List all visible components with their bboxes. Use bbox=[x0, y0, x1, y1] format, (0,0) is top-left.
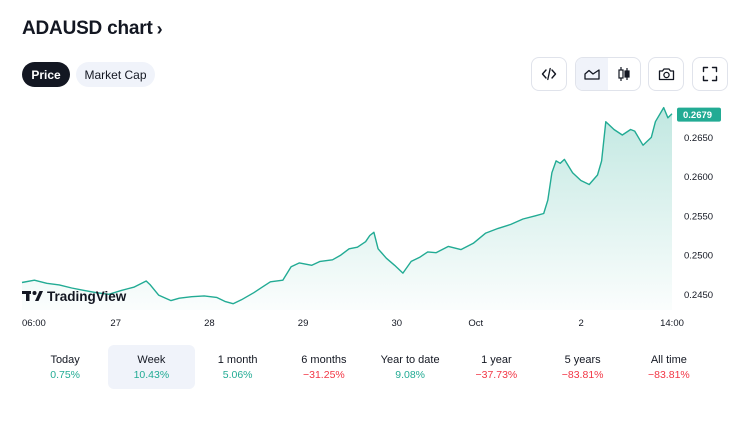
tab-market-cap[interactable]: Market Cap bbox=[76, 62, 155, 87]
tradingview-watermark: TradingView bbox=[22, 289, 127, 304]
area-style-button[interactable] bbox=[576, 58, 608, 90]
y-tick-label: 0.2450 bbox=[684, 290, 713, 301]
period-year-to-date[interactable]: Year to date 9.08% bbox=[367, 345, 453, 389]
period-today[interactable]: Today 0.75% bbox=[22, 345, 108, 389]
chart-style-toggle bbox=[575, 57, 641, 91]
period-label: Week bbox=[137, 353, 166, 366]
area-chart-icon bbox=[584, 69, 600, 80]
code-icon bbox=[541, 67, 557, 81]
price-line bbox=[21, 106, 673, 305]
page-title-text: ADAUSD chart bbox=[22, 18, 153, 39]
period-label: All time bbox=[650, 353, 687, 366]
snapshot-button[interactable] bbox=[648, 57, 684, 91]
candlestick-icon bbox=[618, 67, 630, 81]
period-1-month[interactable]: 1 month 5.06% bbox=[195, 345, 281, 389]
period-label: Today bbox=[50, 353, 80, 366]
period-6-months[interactable]: 6 months −31.25% bbox=[281, 345, 367, 389]
camera-icon bbox=[658, 68, 674, 81]
chevron-right-icon: › bbox=[156, 18, 163, 39]
page-title[interactable]: ADAUSD chart › bbox=[22, 18, 163, 40]
period-label: 1 year bbox=[481, 353, 512, 366]
last-price-tag: 0.2679 bbox=[677, 107, 721, 122]
x-tick-label: 06:00 bbox=[22, 318, 46, 329]
period-label: Year to date bbox=[380, 353, 440, 366]
y-tick-label: 0.2500 bbox=[684, 251, 713, 262]
tab-price[interactable]: Price bbox=[22, 62, 70, 87]
period-change: −31.25% bbox=[303, 368, 345, 381]
period-all-time[interactable]: All time −83.81% bbox=[626, 345, 712, 389]
last-price-label: 0.2679 bbox=[683, 110, 712, 121]
price-area-fill bbox=[22, 107, 672, 310]
period-week[interactable]: Week 10.43% bbox=[108, 345, 195, 389]
y-tick-label: 0.2650 bbox=[684, 133, 713, 144]
period-change: −83.81% bbox=[648, 368, 690, 381]
x-tick-label: 14:00 bbox=[660, 318, 684, 329]
candle-style-button[interactable] bbox=[608, 58, 640, 90]
watermark-text: TradingView bbox=[47, 289, 127, 304]
x-tick-label: 27 bbox=[110, 318, 121, 329]
period-label: 1 month bbox=[217, 353, 258, 366]
tradingview-logo-icon bbox=[22, 291, 43, 301]
period-label: 6 months bbox=[301, 353, 347, 366]
period-change: 9.08% bbox=[395, 368, 426, 381]
price-chart[interactable]: 0.2450 0.2500 0.2550 0.2600 0.2650 06:00 27 28… bbox=[0, 98, 750, 330]
embed-button[interactable] bbox=[531, 57, 567, 91]
fullscreen-icon bbox=[702, 66, 718, 82]
period-label: 5 years bbox=[564, 353, 601, 366]
period-change: 10.43% bbox=[133, 368, 170, 381]
y-axis: 0.2450 0.2500 0.2550 0.2600 0.2650 bbox=[684, 133, 713, 301]
period-change: 5.06% bbox=[222, 368, 253, 381]
x-tick-label: Oct bbox=[468, 318, 483, 329]
fullscreen-button[interactable] bbox=[692, 57, 728, 91]
x-tick-label: 28 bbox=[204, 318, 215, 329]
period-change: −37.73% bbox=[475, 368, 518, 381]
period-selector: Today 0.75% Week 10.43% 1 month 5.06% 6 mon… bbox=[22, 345, 712, 389]
y-tick-label: 0.2600 bbox=[684, 172, 713, 183]
period-change: −83.81% bbox=[561, 368, 604, 381]
y-tick-label: 0.2550 bbox=[684, 211, 713, 222]
x-tick-label: 30 bbox=[392, 318, 403, 329]
period-1-year[interactable]: 1 year −37.73% bbox=[453, 345, 539, 389]
period-5-years[interactable]: 5 years −83.81% bbox=[540, 345, 626, 389]
x-tick-label: 29 bbox=[298, 318, 309, 329]
period-change: 0.75% bbox=[50, 368, 81, 381]
x-tick-label: 2 bbox=[579, 318, 584, 329]
x-axis: 06:00 27 28 29 30 Oct 2 14:00 bbox=[22, 318, 684, 329]
